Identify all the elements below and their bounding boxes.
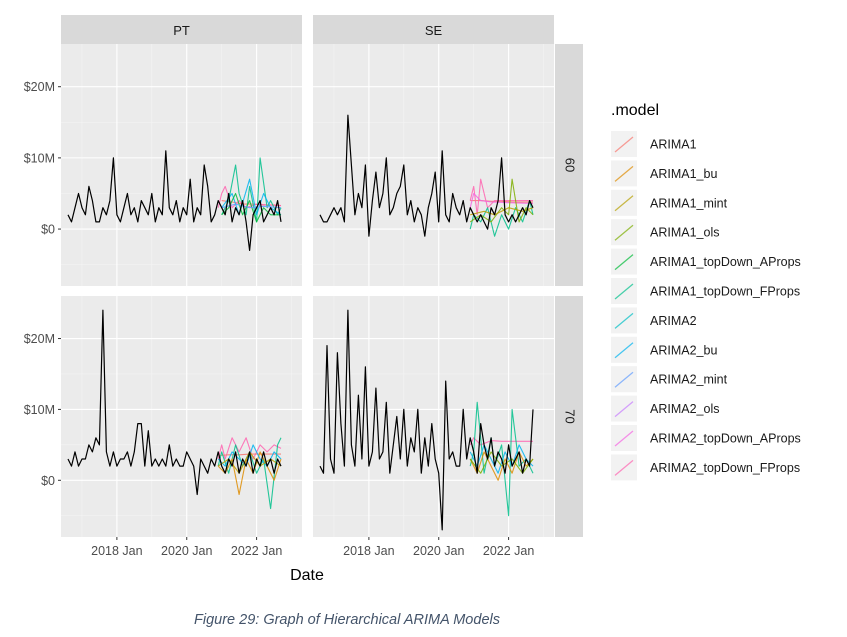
panel-se-70: [313, 296, 554, 537]
legend-label-arima2-mint: ARIMA2_mint: [650, 373, 728, 387]
legend-swatch-arima1-topdown-fprops: [614, 283, 634, 300]
y-tick-label: $20M: [24, 332, 55, 346]
legend-label-arima2: ARIMA2: [650, 314, 697, 328]
legend-swatch-arima2-bu: [614, 342, 634, 359]
figure-caption: Figure 29: Graph of Hierarchical ARIMA M…: [194, 612, 500, 628]
x-tick-label: 2020 Jan: [413, 544, 464, 558]
series-line-arima2-topdown-aprops-se-60: [469, 192, 534, 208]
panel-pt-70: [61, 296, 302, 537]
legend-label-arima2-topdown-aprops: ARIMA2_topDown_AProps: [650, 432, 801, 446]
series-line-arima1-topdown-fprops-se-70: [469, 401, 534, 517]
legend-swatch-arima2-mint: [614, 371, 634, 388]
series-line-actual-se-70: [319, 309, 534, 531]
facet-strip-se: [313, 15, 554, 44]
panel-se-60: [313, 44, 554, 286]
legend-label-arima1-topdown-aprops: ARIMA1_topDown_AProps: [650, 255, 801, 269]
facet-strip-row-60: [555, 44, 583, 286]
legend-label-arima2-topdown-fprops: ARIMA2_topDown_FProps: [650, 461, 800, 475]
facet-label-row-60: 60: [563, 158, 578, 172]
x-tick-label: 2022 Jan: [483, 544, 534, 558]
legend-swatch-arima2-ols: [614, 401, 634, 418]
facet-label-se: SE: [425, 23, 443, 38]
legend-swatch-arima1-topdown-aprops: [614, 254, 634, 271]
legend-swatch-arima1-mint: [614, 195, 634, 212]
series-line-actual-se-60: [319, 114, 534, 237]
legend-swatch-arima2-topdown-aprops: [614, 430, 634, 447]
series-line-arima1-topdown-fprops-pt-60: [221, 157, 282, 223]
x-tick-label: 2020 Jan: [161, 544, 212, 558]
facet-label-row-70: 70: [563, 409, 578, 423]
legend-label-arima1-topdown-fprops: ARIMA1_topDown_FProps: [650, 285, 800, 299]
facet-strip-row-70: [555, 296, 583, 537]
series-line-arima2-topdown-fprops-pt-70: [217, 437, 282, 460]
series-line-arima2-bu-se-70: [469, 444, 534, 474]
y-tick-label: $0: [41, 474, 55, 488]
legend-label-arima1-mint: ARIMA1_mint: [650, 196, 728, 210]
series-line-arima2-mint-pt-60: [221, 203, 282, 209]
series-line-arima2-topdown-fprops-se-60: [469, 178, 533, 216]
x-tick-label: 2018 Jan: [343, 544, 394, 558]
legend-swatch-arima1-ols: [614, 224, 634, 241]
panel-pt-60: [61, 44, 302, 286]
legend-title: .model: [611, 102, 659, 119]
series-line-arima1-ols-se-60: [469, 178, 534, 223]
legend-label-arima1-bu: ARIMA1_bu: [650, 167, 717, 181]
x-tick-label: 2018 Jan: [91, 544, 142, 558]
legend-label-arima2-bu: ARIMA2_bu: [650, 343, 717, 357]
series-line-arima2-topdown-fprops-pt-60: [217, 185, 282, 209]
y-tick-label: $0: [41, 223, 55, 237]
facet-label-pt: PT: [173, 23, 190, 38]
legend-label-arima1-ols: ARIMA1_ols: [650, 226, 719, 240]
x-tick-label: 2022 Jan: [231, 544, 282, 558]
series-line-arima1-bu-se-70: [469, 451, 534, 481]
y-tick-label: $20M: [24, 80, 55, 94]
facet-strip-pt: [61, 15, 302, 44]
series-line-arima1-bu-pt-70: [217, 451, 282, 496]
series-line-actual-pt-60: [67, 150, 282, 251]
legend-label-arima1: ARIMA1: [650, 138, 697, 152]
y-tick-label: $10M: [24, 403, 55, 417]
legend-swatch-arima2: [614, 312, 634, 329]
legend-swatch-arima1-bu: [614, 165, 634, 182]
series-line-actual-pt-70: [67, 309, 282, 496]
x-axis-title: Date: [290, 567, 324, 584]
legend-swatch-arima2-topdown-fprops: [614, 459, 634, 476]
legend-label-arima2-ols: ARIMA2_ols: [650, 402, 719, 416]
legend-swatch-arima1: [614, 136, 634, 153]
y-tick-label: $10M: [24, 151, 55, 165]
